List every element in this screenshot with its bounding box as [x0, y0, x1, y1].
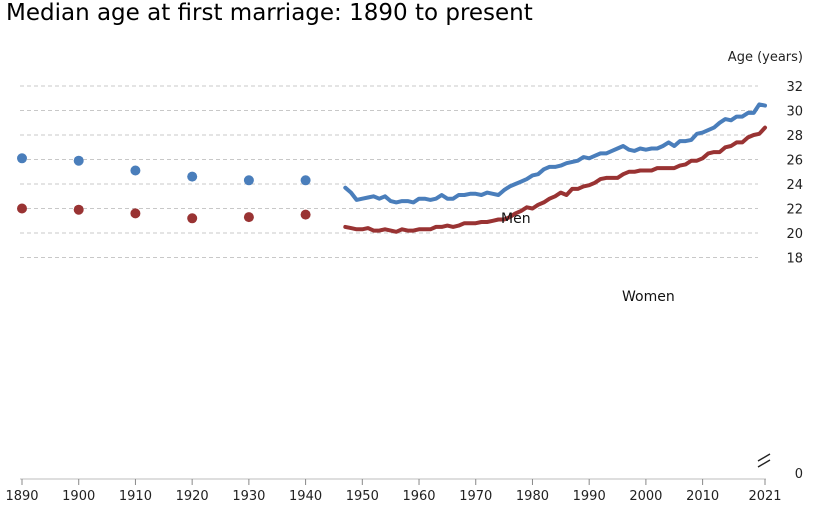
y-tick-label: 24 — [786, 178, 803, 193]
y-tick-label: 28 — [786, 129, 803, 144]
men-series-line — [343, 102, 767, 205]
y-tick-label: 0 — [795, 467, 803, 482]
x-tick-label: 1940 — [289, 489, 322, 504]
y-tick-label: 30 — [786, 105, 803, 120]
women-data-point — [243, 212, 254, 223]
women-data-point — [73, 204, 84, 215]
men-data-point — [17, 153, 27, 164]
men-data-point — [73, 155, 84, 166]
x-tick-label: 1970 — [459, 489, 492, 504]
y-tick-labels: 32 30 28 26 24 22 20 18 0 — [786, 80, 803, 482]
men-series-label: Men — [501, 211, 531, 227]
y-tick-label: 20 — [786, 227, 803, 242]
x-tick-label: 1920 — [176, 489, 209, 504]
x-tick-label: 1960 — [402, 489, 435, 504]
women-series-line — [343, 125, 767, 234]
x-tick-label: 1890 — [5, 489, 38, 504]
women-data-point — [130, 208, 141, 219]
y-tick-label: 18 — [786, 252, 803, 267]
y-tick-label: 22 — [786, 203, 803, 218]
series-labels: Men Women — [501, 211, 675, 305]
men-data-point — [187, 171, 198, 182]
x-tick-label: 2010 — [686, 489, 719, 504]
women-data-point — [17, 203, 27, 214]
x-tick-label: 1900 — [62, 489, 95, 504]
y-tick-label: 32 — [786, 80, 803, 95]
y-tick-label: 26 — [786, 154, 803, 169]
x-tick-label: 2021 — [748, 489, 781, 504]
x-tick-label: 1910 — [119, 489, 152, 504]
x-tick-label: 1980 — [516, 489, 549, 504]
x-tick-label: 1990 — [573, 489, 606, 504]
men-data-point — [130, 165, 141, 176]
axis-break-icon — [757, 453, 771, 468]
women-series-label: Women — [622, 289, 675, 305]
men-data-point — [243, 175, 254, 186]
y-axis-label: Age (years) — [728, 50, 803, 65]
x-tick-label: 1950 — [346, 489, 379, 504]
grid — [20, 85, 758, 258]
x-tick-label: 1930 — [232, 489, 265, 504]
men-data-point — [300, 175, 311, 186]
axes: Age (years) — [20, 50, 803, 480]
x-tick-labels: 1890 1900 1910 1920 1930 1940 1950 1960 1970 1980… — [5, 479, 782, 504]
series-layer — [17, 102, 767, 234]
x-tick-label: 2000 — [629, 489, 662, 504]
women-data-point — [187, 213, 198, 224]
women-data-point — [300, 209, 311, 220]
chart-title: Median age at first marriage: 1890 to pr… — [6, 0, 533, 26]
